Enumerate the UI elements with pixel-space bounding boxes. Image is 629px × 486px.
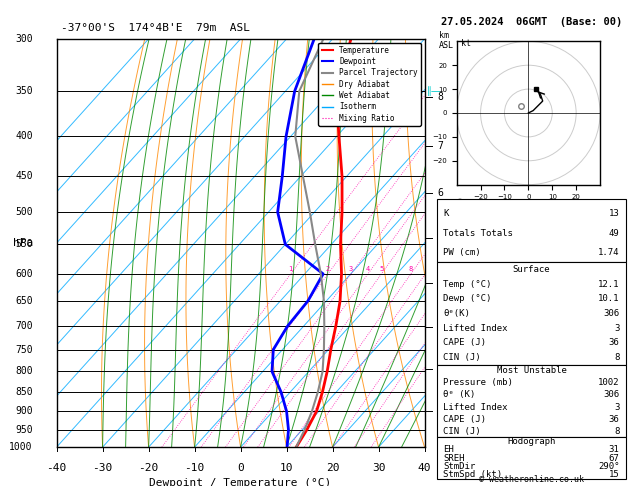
Text: 30: 30 — [372, 464, 386, 473]
Text: © weatheronline.co.uk: © weatheronline.co.uk — [479, 474, 584, 484]
Text: Dewpoint / Temperature (°C): Dewpoint / Temperature (°C) — [150, 478, 331, 486]
Text: Dewp (°C): Dewp (°C) — [443, 295, 492, 303]
Text: 800: 800 — [15, 366, 33, 377]
Text: 400: 400 — [15, 131, 33, 141]
Legend: Temperature, Dewpoint, Parcel Trajectory, Dry Adiabat, Wet Adiabat, Isotherm, Mi: Temperature, Dewpoint, Parcel Trajectory… — [318, 43, 421, 125]
Text: Mixing Ratio (g/kg): Mixing Ratio (g/kg) — [457, 195, 466, 291]
Text: 4: 4 — [366, 266, 370, 272]
Text: 3: 3 — [614, 324, 620, 332]
Text: Totals Totals: Totals Totals — [443, 229, 513, 238]
Text: -30: -30 — [92, 464, 113, 473]
Text: 7: 7 — [437, 140, 443, 151]
Text: -40: -40 — [47, 464, 67, 473]
Text: CAPE (J): CAPE (J) — [443, 415, 486, 424]
Text: 700: 700 — [15, 321, 33, 331]
Text: 27.05.2024  06GMT  (Base: 00): 27.05.2024 06GMT (Base: 00) — [441, 17, 622, 27]
Text: 290°: 290° — [598, 462, 620, 471]
Text: -37°00'S  174°4B'E  79m  ASL: -37°00'S 174°4B'E 79m ASL — [62, 23, 250, 33]
Text: 350: 350 — [15, 86, 33, 96]
Text: 67: 67 — [609, 453, 620, 463]
Text: 8: 8 — [614, 353, 620, 362]
Text: 8: 8 — [614, 427, 620, 436]
Text: 306: 306 — [603, 309, 620, 318]
Text: 550: 550 — [15, 240, 33, 249]
Text: 5: 5 — [437, 233, 443, 243]
Text: 15: 15 — [609, 470, 620, 479]
Text: 3: 3 — [349, 266, 353, 272]
Text: 1002: 1002 — [598, 378, 620, 387]
Text: K: K — [443, 209, 449, 218]
Text: CIN (J): CIN (J) — [443, 353, 481, 362]
Text: 450: 450 — [15, 172, 33, 181]
Text: 10.1: 10.1 — [598, 295, 620, 303]
Text: PW (cm): PW (cm) — [443, 248, 481, 257]
Text: Pressure (mb): Pressure (mb) — [443, 378, 513, 387]
Text: CAPE (J): CAPE (J) — [443, 338, 486, 347]
Text: Hodograph: Hodograph — [508, 437, 555, 446]
Text: 1: 1 — [437, 406, 443, 417]
Text: 650: 650 — [15, 296, 33, 306]
Text: θᵉ (K): θᵉ (K) — [443, 390, 476, 399]
Text: -20: -20 — [138, 464, 159, 473]
Text: 40: 40 — [418, 464, 431, 473]
Text: 36: 36 — [609, 415, 620, 424]
Text: 5: 5 — [379, 266, 384, 272]
Text: 900: 900 — [15, 406, 33, 417]
Text: 10: 10 — [280, 464, 293, 473]
Text: 8: 8 — [409, 266, 413, 272]
Text: θᵉ(K): θᵉ(K) — [443, 309, 470, 318]
Text: -10: -10 — [184, 464, 204, 473]
Text: Temp (°C): Temp (°C) — [443, 280, 492, 289]
Text: hPa: hPa — [13, 238, 33, 248]
Text: 500: 500 — [15, 207, 33, 217]
Text: LCL: LCL — [439, 464, 454, 472]
Text: Most Unstable: Most Unstable — [496, 366, 567, 375]
Text: 950: 950 — [15, 425, 33, 435]
Text: 1000: 1000 — [9, 442, 33, 452]
Text: StmDir: StmDir — [443, 462, 476, 471]
Text: 36: 36 — [609, 338, 620, 347]
Text: 49: 49 — [609, 229, 620, 238]
Text: 306: 306 — [603, 390, 620, 399]
Text: km
ASL: km ASL — [439, 31, 454, 50]
Text: kt: kt — [462, 39, 472, 48]
Text: SREH: SREH — [443, 453, 465, 463]
Text: EH: EH — [443, 445, 454, 454]
Text: 1.74: 1.74 — [598, 248, 620, 257]
Text: 600: 600 — [15, 269, 33, 279]
Text: 750: 750 — [15, 345, 33, 355]
Text: 3: 3 — [614, 402, 620, 412]
Text: 6: 6 — [437, 188, 443, 197]
Text: Lifted Index: Lifted Index — [443, 402, 508, 412]
Text: 8: 8 — [437, 92, 443, 102]
Text: 20: 20 — [326, 464, 339, 473]
Text: 13: 13 — [609, 209, 620, 218]
Text: CIN (J): CIN (J) — [443, 427, 481, 436]
Text: 0: 0 — [237, 464, 244, 473]
Text: 12.1: 12.1 — [598, 280, 620, 289]
Text: 31: 31 — [609, 445, 620, 454]
Text: StmSpd (kt): StmSpd (kt) — [443, 470, 503, 479]
Text: 850: 850 — [15, 387, 33, 397]
Text: Surface: Surface — [513, 265, 550, 274]
Text: ∥—: ∥— — [426, 86, 441, 96]
Text: 2: 2 — [326, 266, 330, 272]
Text: 300: 300 — [15, 34, 33, 44]
Text: Lifted Index: Lifted Index — [443, 324, 508, 332]
Text: 4: 4 — [437, 278, 443, 288]
Text: 1: 1 — [289, 266, 293, 272]
Text: 3: 3 — [437, 322, 443, 331]
Text: 2: 2 — [437, 364, 443, 374]
